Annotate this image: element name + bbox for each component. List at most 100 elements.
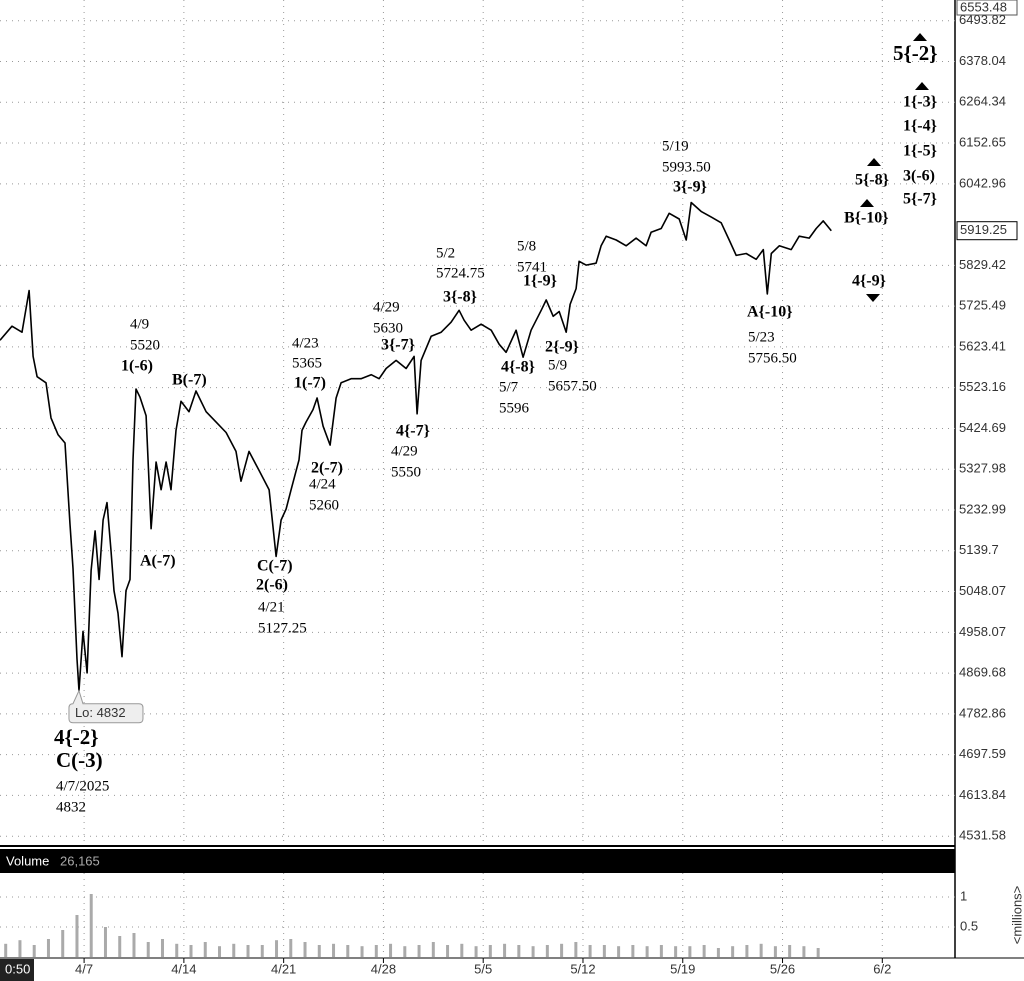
last-price-box	[956, 221, 1018, 241]
time-box	[0, 959, 34, 981]
y-tick-label: 5829.42	[959, 257, 1006, 272]
volume-bar	[431, 942, 435, 957]
volume-bar	[688, 946, 692, 957]
volume-bar	[203, 942, 207, 957]
y-tick-label: 6042.96	[959, 175, 1006, 190]
wave-annotation: 5127.25	[258, 620, 307, 636]
wave-annotation: 5/7	[499, 379, 519, 395]
wave-annotation: 1(-7)	[294, 375, 326, 392]
wave-annotation: 4/24	[309, 476, 336, 492]
wave-annotation: 5520	[130, 337, 160, 353]
wave-annotation: 5993.50	[662, 159, 711, 175]
wave-annotation: 4/7/2025	[56, 778, 109, 794]
wave-annotation: 5{-2}	[893, 41, 938, 65]
volume-bar	[560, 943, 564, 957]
wave-annotation: B{-10}	[844, 210, 889, 227]
volume-bar	[103, 927, 107, 957]
volume-bar	[332, 943, 336, 957]
volume-bar	[317, 945, 321, 957]
x-tick-label: 6/2	[873, 961, 891, 976]
wave-annotation: 4/23	[292, 335, 319, 351]
volume-bar	[374, 945, 378, 957]
up-marker	[867, 158, 881, 166]
wave-annotation: 5/9	[548, 357, 567, 373]
y-tick-label: 6264.34	[959, 94, 1006, 109]
up-marker	[913, 33, 927, 41]
x-tick-label: 5/26	[770, 961, 795, 976]
y-tick-label: 5048.07	[959, 583, 1006, 598]
wave-annotation: A(-7)	[140, 553, 176, 570]
volume-value: 26,165	[60, 853, 100, 868]
wave-annotation: 1{-3}	[903, 94, 937, 111]
y-tick-label: 4697.59	[959, 746, 1006, 761]
volume-bar	[75, 915, 79, 957]
wave-annotation: 3{-9}	[673, 179, 707, 196]
volume-bar	[631, 945, 635, 957]
x-tick-label: 4/7	[75, 961, 93, 976]
wave-annotation: 4{-2}	[54, 725, 99, 749]
x-tick-label: 4/14	[171, 961, 196, 976]
volume-bar	[246, 945, 250, 957]
y-tick-label: 5725.49	[959, 298, 1006, 313]
wave-annotation: 4/29	[391, 443, 418, 459]
volume-bar	[403, 946, 407, 957]
y-tick-label: 0.5	[960, 918, 978, 933]
volume-bar	[574, 942, 578, 957]
volume-bar	[531, 946, 535, 957]
y-tick-label: 5232.99	[959, 501, 1006, 516]
wave-annotation: 4832	[56, 799, 86, 815]
volume-bar	[61, 930, 65, 957]
y-tick-label: 4613.84	[959, 787, 1006, 802]
price-line	[0, 201, 832, 692]
volume-bar	[702, 945, 706, 957]
volume-bar	[32, 945, 36, 957]
volume-bar	[802, 946, 806, 957]
wave-annotation: 4/9	[130, 316, 149, 332]
volume-bar	[46, 939, 50, 957]
wave-annotation: 1{-9}	[523, 273, 557, 290]
wave-annotation: 5630	[373, 320, 403, 336]
volume-bar	[602, 945, 606, 957]
scale-top-box	[956, 0, 1018, 16]
y-tick-label: 4869.68	[959, 665, 1006, 680]
y-axis-label: <millions>	[1009, 886, 1024, 945]
volume-bar	[218, 946, 222, 957]
volume-bar	[360, 946, 364, 957]
wave-annotation: 1{-5}	[903, 143, 937, 160]
y-tick-label: 6378.04	[959, 53, 1006, 68]
down-marker	[866, 294, 880, 302]
wave-annotation: 4{-7}	[396, 423, 430, 440]
volume-bar	[4, 943, 8, 957]
volume-bar	[146, 942, 150, 957]
wave-annotation: C(-7)	[257, 558, 293, 575]
wave-annotation: 5/23	[748, 329, 775, 345]
wave-annotation: 4{-9}	[852, 273, 886, 290]
wave-annotation: 5724.75	[436, 265, 485, 281]
volume-bar	[289, 939, 293, 957]
volume-bar	[488, 945, 492, 957]
volume-bar	[788, 945, 792, 957]
y-tick-label: 5139.7	[959, 542, 999, 557]
volume-bar	[89, 894, 93, 957]
wave-annotation: 2{-9}	[545, 339, 579, 356]
y-tick-label: 4782.86	[959, 705, 1006, 720]
y-tick-label: 6152.65	[959, 134, 1006, 149]
volume-bar	[275, 940, 279, 957]
x-tick-label: 5/19	[670, 961, 695, 976]
wave-annotation: 3(-6)	[903, 168, 935, 185]
volume-bar	[160, 939, 164, 957]
wave-annotation: 1(-6)	[121, 358, 153, 375]
x-tick-label: 4/28	[371, 961, 396, 976]
volume-bar	[417, 945, 421, 957]
wave-annotation: 5/19	[662, 138, 689, 154]
volume-bar	[731, 946, 735, 957]
y-tick-label: 1	[960, 888, 967, 903]
volume-bar	[346, 945, 350, 957]
x-tick-label: 5/5	[474, 961, 492, 976]
volume-bar	[118, 936, 122, 957]
markers	[860, 33, 929, 302]
y-tick-label: 6493.82	[959, 12, 1006, 27]
volume-bar	[132, 933, 136, 957]
volume-bar	[773, 946, 777, 957]
